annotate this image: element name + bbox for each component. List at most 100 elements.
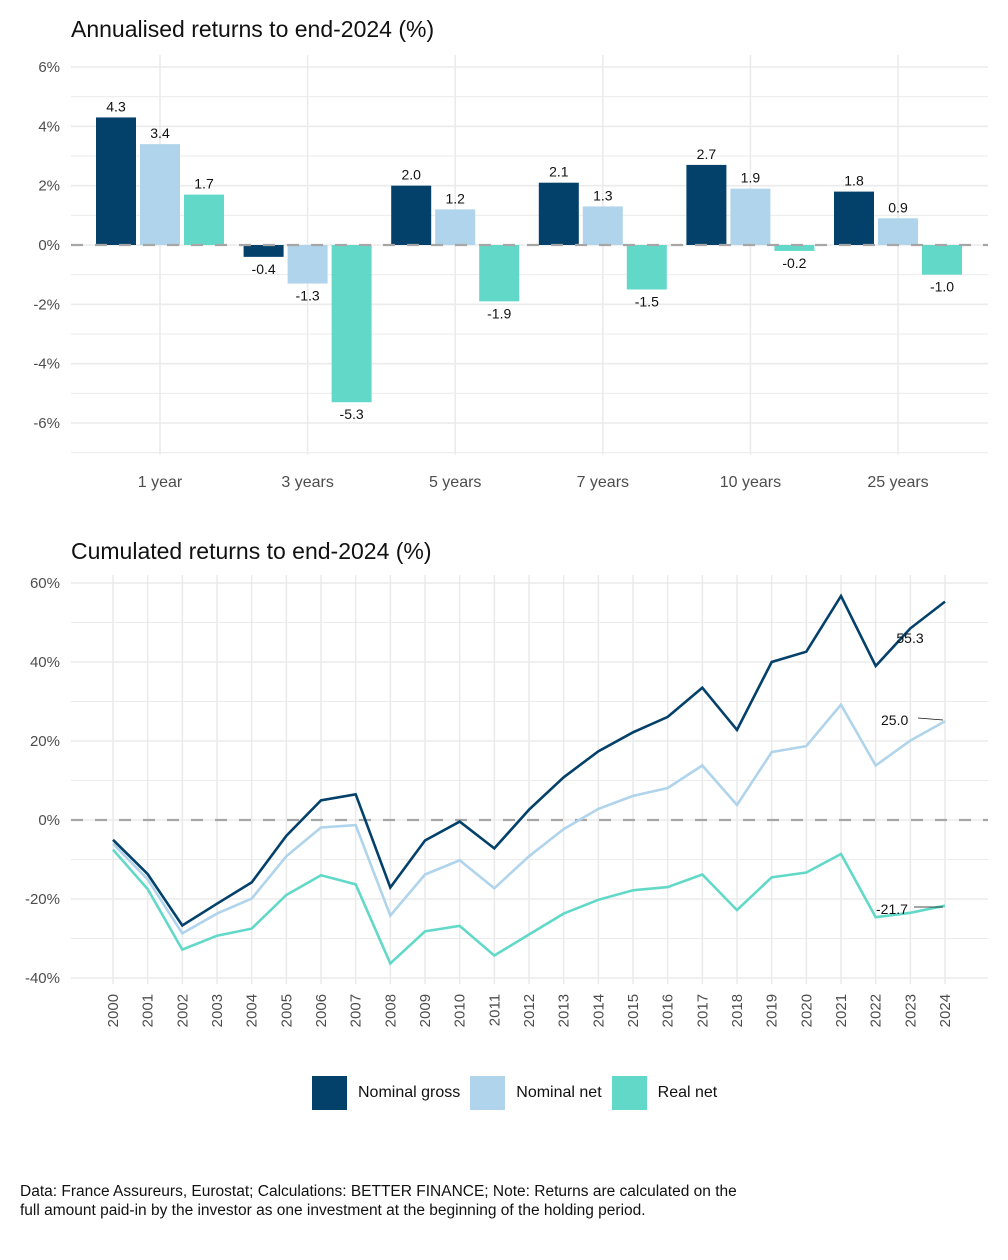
bar-data-label: 1.7 (194, 176, 214, 192)
bar-real-net (479, 245, 520, 302)
x-tick-label: 5 years (429, 474, 481, 491)
bar-nominal-gross (391, 185, 432, 245)
end-value-label: 55.3 (896, 630, 923, 646)
bar-data-label: -0.4 (252, 261, 276, 277)
bar-real-net (626, 245, 667, 290)
bar-data-label: -1.5 (635, 294, 659, 310)
x-tick-label: 2009 (417, 994, 434, 1027)
x-tick-label: 2022 (868, 994, 885, 1027)
bar-data-label: -1.0 (930, 279, 954, 295)
bar-nominal-net (287, 245, 328, 284)
end-value-label: 25.0 (881, 712, 908, 728)
x-tick-label: 2021 (833, 994, 850, 1027)
x-tick-label: 2013 (556, 994, 573, 1027)
bar-nominal-gross (538, 182, 579, 245)
bar-data-label: 2.0 (401, 167, 421, 183)
x-tick-label: 3 years (281, 474, 333, 491)
x-tick-label: 7 years (577, 474, 629, 491)
bar-nominal-net (435, 209, 476, 245)
bar-nominal-net (582, 206, 623, 245)
y-tick-label: 60% (30, 575, 60, 592)
x-tick-label: 2002 (174, 994, 191, 1027)
x-tick-label: 2017 (694, 994, 711, 1027)
x-tick-label: 2006 (313, 994, 330, 1027)
annualised-returns-bar-chart: 6% 4% 2% 0% -2% -4% -6% 1 year 3 years 5 years 7 y… (33, 55, 988, 491)
bar-chart-title: Annualised returns to end-2024 (%) (71, 16, 435, 42)
legend-item-nominal-gross: Nominal gross (312, 1076, 464, 1110)
bar-data-label: -5.3 (340, 406, 364, 422)
x-tick-label: 2016 (660, 994, 677, 1027)
bar-data-label: 2.1 (549, 164, 569, 180)
x-tick-label: 2001 (140, 994, 157, 1027)
legend-label: Real net (657, 1084, 718, 1101)
x-tick-label: 2023 (902, 994, 919, 1027)
x-tick-label: 2018 (729, 994, 746, 1027)
cumulated-returns-line-chart: 60% 40% 20% 0% -20% -40% 2000 2001 2002 2003 2004 2… (25, 575, 988, 1027)
caption-line-1: Data: France Assureurs, Eurostat; Calcul… (20, 1183, 737, 1200)
bar-data-label: 1.3 (593, 187, 613, 203)
bar-nominal-gross (96, 117, 136, 245)
y-tick-label: -2% (33, 296, 60, 313)
x-tick-label: 2007 (348, 994, 365, 1027)
line-nominal-gross (112, 593, 946, 928)
legend-swatch-nominal-gross (312, 1076, 347, 1110)
bar-data-label: -0.2 (782, 255, 806, 271)
label-leader-line (917, 717, 944, 721)
y-tick-label: 40% (30, 654, 60, 671)
bar-nominal-net (730, 188, 771, 245)
x-tick-label: 2003 (209, 994, 226, 1027)
legend-item-nominal-net: Nominal net (470, 1076, 605, 1110)
x-tick-label: 2004 (244, 994, 261, 1027)
bar-data-label: 4.3 (106, 98, 126, 114)
bar-data-label: 1.8 (844, 173, 864, 189)
bar-data-label: -1.3 (296, 288, 320, 304)
x-tick-label: 2010 (452, 994, 469, 1027)
y-tick-label: 2% (38, 178, 60, 195)
y-tick-label: 20% (30, 733, 60, 750)
y-tick-label: 0% (38, 237, 60, 254)
bar-nominal-gross (243, 245, 284, 257)
x-tick-label: 2019 (764, 994, 781, 1027)
y-tick-label: 4% (38, 118, 60, 135)
bar-nominal-gross (686, 164, 727, 245)
x-tick-label: 1 year (138, 474, 183, 491)
bar-data-label: 2.7 (697, 146, 717, 162)
x-tick-label: 10 years (720, 474, 781, 491)
source-caption: Data: France Assureurs, Eurostat; Calcul… (20, 1182, 920, 1220)
y-tick-label: -20% (25, 891, 60, 908)
bar-data-label: 1.2 (445, 190, 465, 206)
bar-real-net (184, 194, 224, 245)
bar-real-net (331, 245, 372, 403)
legend: Nominal gross Nominal net Real net (312, 1076, 727, 1110)
x-tick-label: 2012 (521, 994, 538, 1027)
end-value-label: -21.7 (876, 901, 908, 917)
legend-label: Nominal net (516, 1084, 602, 1101)
bar-nominal-gross (834, 191, 874, 245)
x-tick-label: 2008 (382, 994, 399, 1027)
x-tick-label: 2014 (590, 994, 607, 1027)
x-tick-label: 2005 (278, 994, 295, 1027)
x-tick-label: 2015 (625, 994, 642, 1027)
bar-data-label: -1.9 (487, 305, 511, 321)
bar-real-net (774, 245, 815, 251)
line-real-net (112, 848, 946, 966)
x-tick-label: 2020 (798, 994, 815, 1027)
bar-nominal-net (140, 144, 180, 245)
x-tick-label: 2024 (937, 994, 954, 1027)
x-tick-label: 25 years (867, 474, 928, 491)
y-tick-label: -4% (33, 356, 60, 373)
bar-data-label: 3.4 (150, 125, 170, 141)
legend-item-real-net: Real net (611, 1076, 722, 1110)
line-nominal-net (112, 702, 946, 936)
y-tick-label: 0% (38, 812, 60, 829)
line-chart-title: Cumulated returns to end-2024 (%) (71, 538, 432, 564)
bar-real-net (922, 245, 962, 275)
legend-label: Nominal gross (358, 1084, 461, 1101)
legend-swatch-real-net (611, 1076, 647, 1110)
y-tick-label: 6% (38, 59, 60, 76)
x-tick-label: 2011 (486, 994, 503, 1026)
y-tick-label: -6% (33, 415, 60, 432)
x-tick-label: 2000 (105, 994, 122, 1027)
bar-data-label: 0.9 (888, 199, 908, 215)
legend-swatch-nominal-net (470, 1076, 506, 1110)
